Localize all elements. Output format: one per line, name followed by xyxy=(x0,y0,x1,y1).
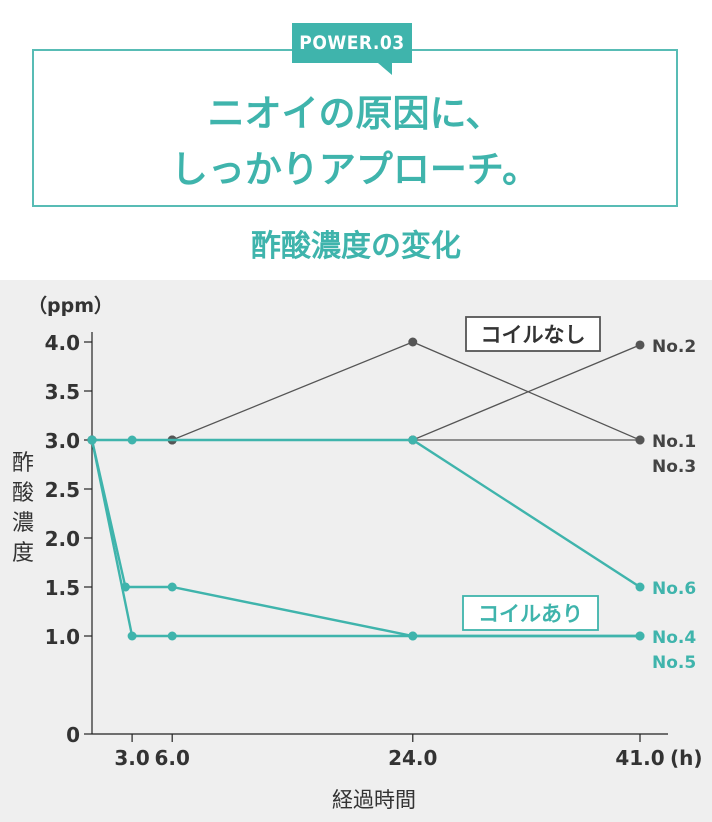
data-point-no4 xyxy=(167,631,177,641)
data-point-no5 xyxy=(408,631,418,641)
data-point-no4 xyxy=(127,631,137,641)
y-tick-label: 1.5 xyxy=(45,576,80,600)
legend-box xyxy=(462,595,599,631)
data-point-no6 xyxy=(635,582,645,592)
end-label-no6: No.6 xyxy=(652,579,696,599)
end-label-no4: No.4 xyxy=(652,628,696,648)
end-label-no3: No.3 xyxy=(652,457,696,477)
series-line-no1 xyxy=(92,341,641,441)
power-tag: POWER.03 xyxy=(292,23,412,63)
data-point-no6 xyxy=(408,435,418,445)
y-tick-label: 3.5 xyxy=(45,380,80,404)
data-point-no5 xyxy=(167,582,177,592)
legend-label: コイルなし xyxy=(481,323,586,347)
y-unit-label: （ppm） xyxy=(28,294,113,317)
headline: ニオイの原因に、 しっかりアプローチ。 xyxy=(32,86,678,198)
y-axis-title-char: 酸 xyxy=(12,481,34,506)
end-label-no2: No.2 xyxy=(652,337,696,357)
x-axis-title: 経過時間 xyxy=(332,788,416,812)
y-tick-label: 2.5 xyxy=(45,478,80,502)
x-tick-label: 24.0 xyxy=(388,746,437,770)
end-label-no5: No.5 xyxy=(652,653,696,673)
chart-area: 0 1.0 1.5 2.0 2.5 3.0 3.5 4.0 （ppm）酢酸濃度 3.0 6.0 24.… xyxy=(0,280,712,822)
x-tick-label: 3.0 xyxy=(114,746,149,770)
legend-box xyxy=(465,316,601,352)
y-axis-title-char: 度 xyxy=(12,541,34,566)
x-tick-label: 41.0 xyxy=(615,746,664,770)
y-axis-title-char: 酢 xyxy=(12,451,34,476)
data-point-no5 xyxy=(635,631,645,641)
data-point-no6 xyxy=(87,435,97,445)
headline-line-1: ニオイの原因に、 xyxy=(207,92,503,135)
legend-label: コイルあり xyxy=(478,602,583,626)
y-axis-title-char: 濃 xyxy=(12,511,34,536)
y-tick-label: 2.0 xyxy=(45,527,80,551)
end-label-no1: No.1 xyxy=(652,432,696,452)
tag-pointer xyxy=(378,63,392,75)
data-point-no2 xyxy=(635,340,645,350)
chart-title: 酢酸濃度の変化 xyxy=(251,229,461,264)
x-unit-label: (h) xyxy=(670,746,703,770)
data-point-no3 xyxy=(635,435,645,445)
series-line-no6 xyxy=(92,438,641,589)
x-tick-label: 6.0 xyxy=(154,746,189,770)
data-point-no1 xyxy=(408,337,418,347)
headline-line-2: しっかりアプローチ。 xyxy=(170,148,540,191)
y-tick-label: 0 xyxy=(66,723,80,747)
y-tick-label: 1.0 xyxy=(45,625,80,649)
y-tick-label: 4.0 xyxy=(45,331,80,355)
series-line-no2 xyxy=(92,344,641,441)
y-tick-label: 3.0 xyxy=(45,429,80,453)
data-point-no6 xyxy=(127,435,137,445)
data-point-no5 xyxy=(120,582,130,592)
